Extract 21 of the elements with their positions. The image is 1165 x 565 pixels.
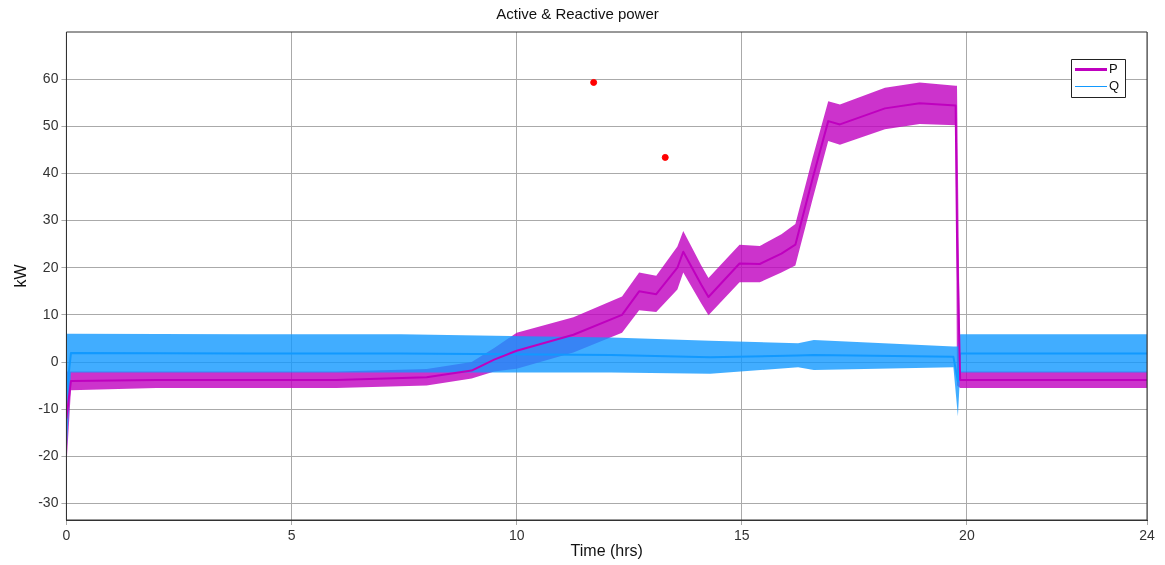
x-tick-label: 5 [287,527,296,544]
y-tick-label: -30 [38,494,59,511]
legend-label: Q [1109,78,1120,94]
x-tick-label: 10 [508,527,525,544]
chart-title: Active & Reactive power [496,5,659,23]
legend-label: P [1109,61,1118,77]
x-tick-label: 0 [62,527,71,544]
y-tick-label: 60 [42,70,59,87]
y-tick-label: 40 [42,164,59,181]
y-tick-label: 30 [42,211,59,228]
y-tick-label: -10 [38,400,59,417]
y-tick-label: 50 [42,117,59,134]
y-tick-label: 20 [42,258,59,275]
x-axis-title: Time (hrs) [570,541,643,559]
y-axis-title: kW [12,263,30,288]
x-tick-label: 15 [734,527,750,544]
x-tick-label: 20 [959,527,975,544]
x-tick-label: 24 [1139,527,1155,544]
y-tick-label: 0 [50,352,59,369]
y-tick-label: -20 [38,447,59,464]
y-tick-label: 10 [42,305,59,322]
